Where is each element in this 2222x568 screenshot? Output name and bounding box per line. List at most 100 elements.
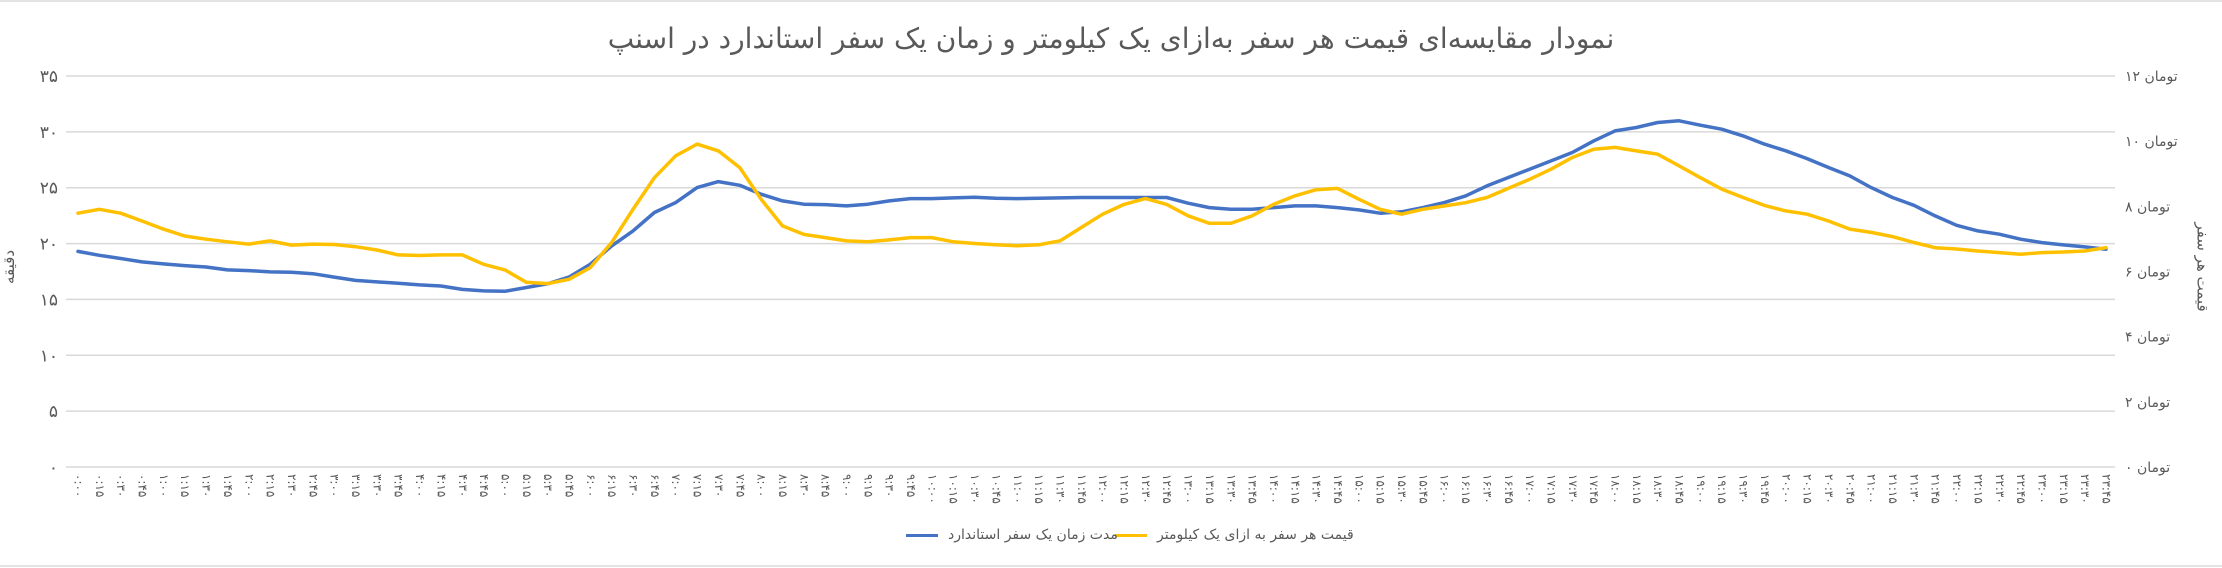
x-tick-label: ۸:۱۵ bbox=[776, 474, 790, 497]
x-tick-label: ۱۶:۴۵ bbox=[1502, 474, 1516, 504]
y-tick-label-right: ۲ تومان bbox=[2125, 395, 2170, 411]
x-tick-label: ۱۳:۴۵ bbox=[1246, 474, 1260, 504]
y-axis-title-right: قیمت هر سفر bbox=[2193, 222, 2212, 312]
x-tick-label: ۱۵:۳۰ bbox=[1395, 474, 1409, 504]
x-tick-label: ۱۰:۴۵ bbox=[989, 474, 1003, 504]
x-tick-label: ۱۸:۳۰ bbox=[1651, 474, 1665, 504]
x-tick-label: ۰:۱۵ bbox=[93, 474, 107, 497]
x-tick-label: ۸:۳۰ bbox=[797, 474, 811, 497]
x-tick-label: ۱۰:۳۰ bbox=[968, 474, 982, 504]
legend-label-duration: مدت زمان یک سفر استاندارد bbox=[948, 527, 1118, 543]
x-tick-label: ۱۵:۰۰ bbox=[1352, 474, 1366, 504]
x-tick-label: ۱۱:۳۰ bbox=[1053, 474, 1067, 504]
x-tick-label: ۲۲:۴۵ bbox=[2014, 474, 2028, 504]
y-tick-label-left: ۱۵ bbox=[40, 290, 58, 310]
x-tick-label: ۳:۳۰ bbox=[370, 474, 384, 497]
x-tick-label: ۵:۱۵ bbox=[520, 474, 534, 497]
x-tick-label: ۲۲:۰۰ bbox=[1950, 474, 1964, 504]
x-tick-label: ۲:۴۵ bbox=[306, 474, 320, 497]
y-tick-label-left: ۰ bbox=[49, 458, 58, 478]
x-tick-label: ۲۳:۱۵ bbox=[2057, 474, 2071, 504]
x-tick-label: ۱۴:۳۰ bbox=[1310, 474, 1324, 504]
x-tick-label: ۲:۳۰ bbox=[285, 474, 299, 497]
y-tick-label-right: ۶ تومان bbox=[2125, 265, 2170, 281]
x-tick-label: ۱۶:۱۵ bbox=[1459, 474, 1473, 504]
y-tick-label-left: ۳۰ bbox=[40, 123, 58, 143]
x-tick-label: ۱۳:۱۵ bbox=[1203, 474, 1217, 504]
x-tick-label: ۱۸:۱۵ bbox=[1630, 474, 1644, 504]
x-tick-label: ۰:۰۰ bbox=[72, 474, 86, 497]
x-tick-label: ۶:۱۵ bbox=[605, 474, 619, 497]
x-tick-label: ۲۱:۳۰ bbox=[1907, 474, 1921, 504]
y-tick-label-right: ۱۲ تومان bbox=[2125, 69, 2178, 85]
x-tick-label: ۱۲:۴۵ bbox=[1160, 474, 1174, 504]
x-tick-label: ۱۷:۴۵ bbox=[1587, 474, 1601, 504]
x-tick-label: ۱۱:۴۵ bbox=[1075, 474, 1089, 504]
x-tick-label: ۶:۳۰ bbox=[627, 474, 641, 497]
x-tick-label: ۱۷:۱۵ bbox=[1544, 474, 1558, 504]
x-tick-label: ۳:۰۰ bbox=[328, 474, 342, 497]
x-tick-label: ۱۴:۰۰ bbox=[1267, 474, 1281, 504]
y-tick-label-left: ۵ bbox=[49, 402, 58, 422]
x-tick-label: ۹:۳۰ bbox=[883, 474, 897, 497]
x-tick-label: ۱۳:۰۰ bbox=[1182, 474, 1196, 504]
x-tick-label: ۱:۳۰ bbox=[200, 474, 214, 497]
x-tick-label: ۱:۴۵ bbox=[221, 474, 235, 497]
x-tick-label: ۱۰:۰۰ bbox=[925, 474, 939, 504]
x-tick-label: ۱۷:۰۰ bbox=[1523, 474, 1537, 504]
x-tick-label: ۱:۱۵ bbox=[178, 474, 192, 497]
y-tick-label-left: ۳۵ bbox=[40, 67, 58, 87]
x-tick-label: ۱۴:۱۵ bbox=[1288, 474, 1302, 504]
x-tick-label: ۲۱:۰۰ bbox=[1865, 474, 1879, 504]
x-tick-label: ۱۳:۳۰ bbox=[1224, 474, 1238, 504]
y-tick-label-right: ۰ تومان bbox=[2125, 460, 2170, 476]
x-tick-label: ۱۲:۱۵ bbox=[1118, 474, 1132, 504]
x-tick-label: ۲۰:۰۰ bbox=[1779, 474, 1793, 504]
x-tick-label: ۴:۳۰ bbox=[456, 474, 470, 497]
x-tick-label: ۷:۱۵ bbox=[691, 474, 705, 497]
y-tick-label-right: ۸ تومان bbox=[2125, 199, 2170, 215]
x-tick-label: ۰:۴۵ bbox=[136, 474, 150, 497]
legend-swatch-price bbox=[1115, 533, 1147, 537]
x-tick-label: ۵:۳۰ bbox=[541, 474, 555, 497]
x-tick-label: ۱۵:۱۵ bbox=[1374, 474, 1388, 504]
x-tick-label: ۴:۱۵ bbox=[434, 474, 448, 497]
series-line-duration bbox=[76, 119, 2108, 294]
y-axis-title-left: دقیقه bbox=[0, 249, 19, 285]
x-tick-label: ۱۷:۳۰ bbox=[1566, 474, 1580, 504]
sheet-border-bottom bbox=[0, 565, 2222, 567]
x-tick-label: ۲۰:۳۰ bbox=[1822, 474, 1836, 504]
x-tick-label: ۷:۳۰ bbox=[712, 474, 726, 497]
x-tick-label: ۱۹:۰۰ bbox=[1694, 474, 1708, 504]
x-tick-label: ۸:۴۵ bbox=[819, 474, 833, 497]
x-tick-label: ۶:۴۵ bbox=[648, 474, 662, 497]
x-tick-label: ۴:۴۵ bbox=[477, 474, 491, 497]
x-tick-label: ۹:۱۵ bbox=[861, 474, 875, 497]
x-tick-label: ۹:۴۵ bbox=[904, 474, 918, 497]
x-tick-label: ۲۳:۳۰ bbox=[2078, 474, 2092, 504]
x-tick-label: ۱۲:۰۰ bbox=[1096, 474, 1110, 504]
x-tick-label: ۲۰:۴۵ bbox=[1843, 474, 1857, 504]
x-tick-label: ۲۱:۱۵ bbox=[1886, 474, 1900, 504]
y-tick-label-left: ۲۵ bbox=[40, 179, 58, 199]
x-tick-label: ۵:۴۵ bbox=[562, 474, 576, 497]
x-tick-label: ۱۶:۰۰ bbox=[1438, 474, 1452, 504]
x-tick-label: ۱:۰۰ bbox=[157, 474, 171, 497]
x-tick-label: ۱۱:۱۵ bbox=[1032, 474, 1046, 504]
x-tick-label: ۰:۳۰ bbox=[114, 474, 128, 497]
series-line-price bbox=[76, 142, 2108, 286]
x-tick-label: ۷:۰۰ bbox=[669, 474, 683, 497]
x-tick-label: ۱۰:۱۵ bbox=[947, 474, 961, 504]
x-tick-label: ۲:۱۵ bbox=[264, 474, 278, 497]
x-tick-label: ۱۵:۴۵ bbox=[1416, 474, 1430, 504]
legend-item-price: قیمت هر سفر به ازای یک کیلومتر bbox=[1115, 527, 1354, 543]
x-tick-label: ۱۱:۰۰ bbox=[1011, 474, 1025, 504]
x-tick-label: ۲۲:۳۰ bbox=[1993, 474, 2007, 504]
x-tick-label: ۱۸:۰۰ bbox=[1609, 474, 1623, 504]
x-tick-label: ۱۹:۴۵ bbox=[1758, 474, 1772, 504]
legend-label-price: قیمت هر سفر به ازای یک کیلومتر bbox=[1157, 527, 1354, 543]
x-tick-label: ۱۴:۴۵ bbox=[1331, 474, 1345, 504]
x-tick-label: ۱۹:۳۰ bbox=[1737, 474, 1751, 504]
x-tick-label: ۲۳:۰۰ bbox=[2035, 474, 2049, 504]
